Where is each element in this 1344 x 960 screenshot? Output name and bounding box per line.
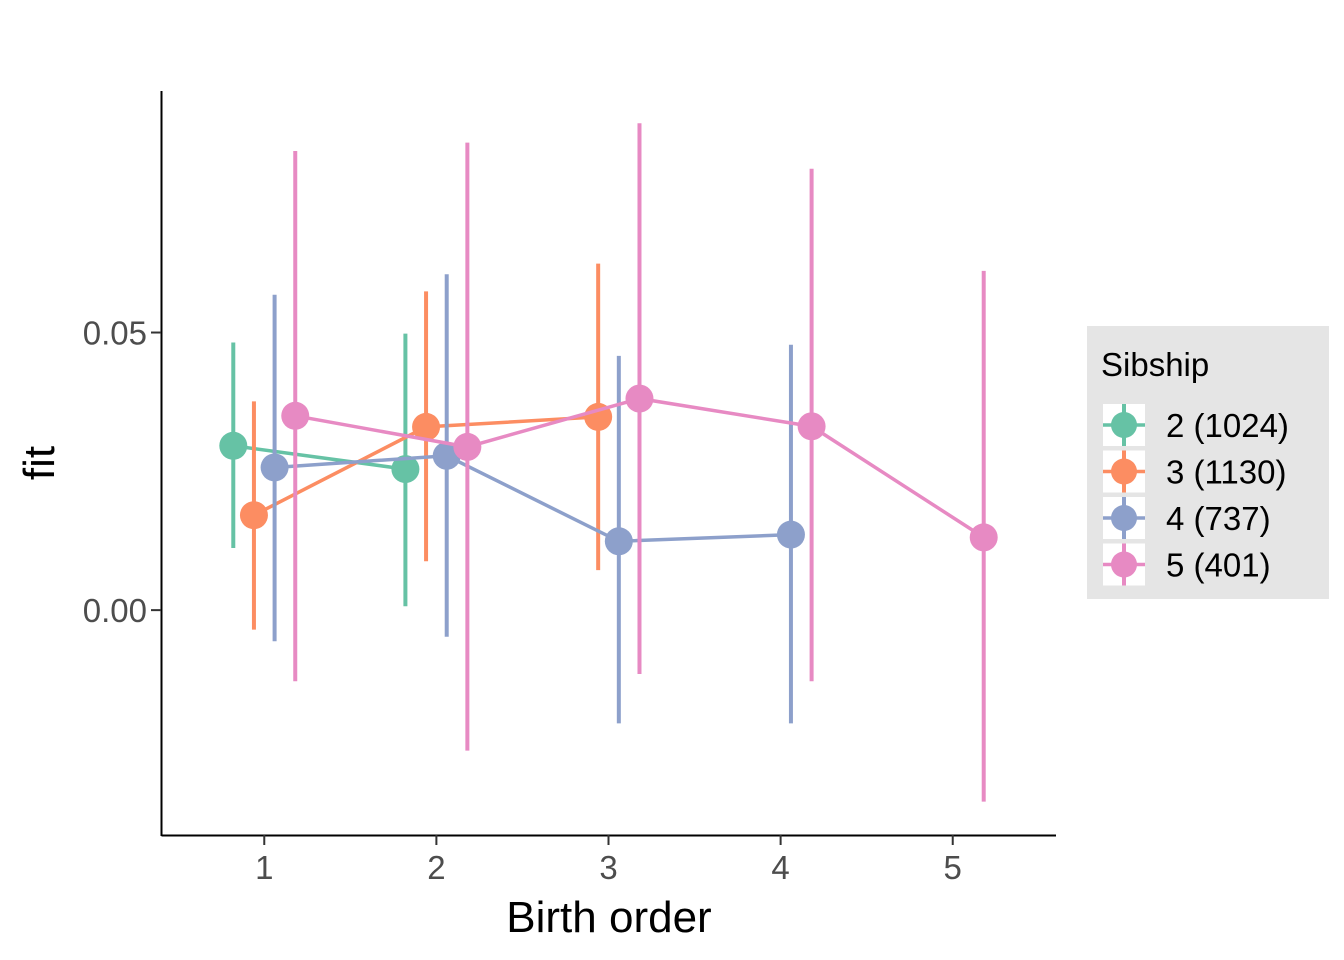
series-line — [274, 454, 792, 544]
data-point — [281, 401, 310, 430]
data-point — [453, 432, 482, 461]
legend-key-point — [1111, 412, 1137, 438]
x-tick-label: 5 — [944, 849, 962, 886]
legend-item: 3 (1130) — [1103, 450, 1286, 493]
data-point — [412, 412, 441, 441]
x-axis-ticks: 1 2 3 4 5 — [255, 835, 962, 886]
legend-item: 4 (737) — [1103, 497, 1271, 539]
x-tick-label: 3 — [599, 849, 617, 886]
legend-label: 2 (1024) — [1166, 407, 1289, 444]
data-point — [391, 455, 420, 484]
x-tick-label: 2 — [427, 849, 445, 886]
legend-label: 4 (737) — [1166, 500, 1271, 537]
data-point — [776, 520, 805, 549]
legend-label: 3 (1130) — [1166, 454, 1286, 491]
legend-key-point — [1111, 551, 1137, 578]
data-point — [625, 384, 654, 413]
series-1 — [219, 333, 420, 607]
series-3 — [260, 274, 805, 724]
legend-items: 2 (1024) 3 (1130) 4 (737) 5 (401) — [1103, 404, 1289, 586]
y-axis-title: fit — [15, 446, 64, 480]
legend-label: 5 (401) — [1166, 547, 1271, 584]
y-tick-label: 0.05 — [83, 315, 147, 352]
legend-item: 2 (1024) — [1103, 404, 1289, 446]
data-point — [969, 523, 998, 552]
data-point — [260, 453, 289, 482]
x-tick-label: 1 — [255, 849, 273, 886]
x-axis-title: Birth order — [506, 893, 711, 942]
series-line — [233, 444, 406, 471]
data-point — [797, 412, 826, 441]
y-tick-label: 0.00 — [83, 592, 147, 629]
series-4 — [281, 123, 998, 802]
data-point — [604, 527, 633, 556]
legend: Sibship 2 (1024) 3 (1130) 4 (737) 5 (401) — [1087, 326, 1329, 599]
legend-key-point — [1111, 458, 1137, 485]
legend-key-point — [1111, 505, 1137, 531]
plot-marks — [219, 123, 998, 802]
legend-item: 5 (401) — [1103, 543, 1271, 586]
x-tick-label: 4 — [771, 849, 789, 886]
legend-title: Sibship — [1101, 346, 1209, 383]
data-point — [239, 501, 268, 530]
y-axis-ticks: 0.00 0.05 — [83, 315, 161, 629]
data-point — [219, 431, 248, 460]
